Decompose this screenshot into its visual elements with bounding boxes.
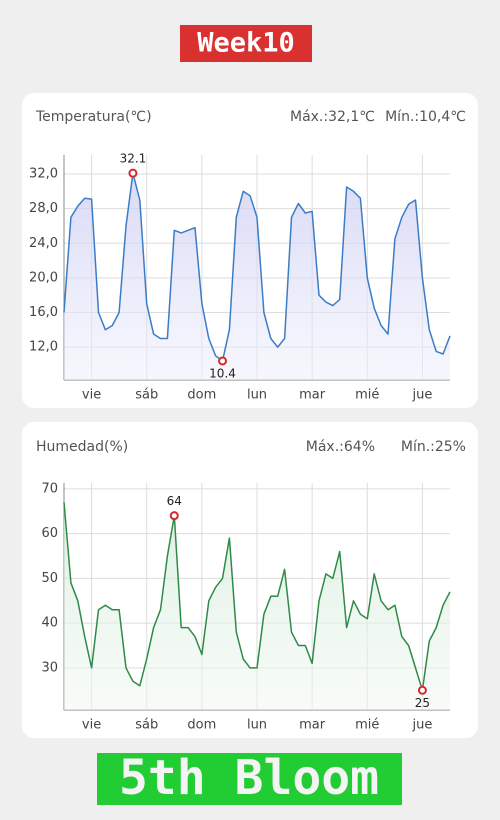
- area: [64, 502, 450, 710]
- y-tick-label: 60: [41, 526, 58, 541]
- y-tick-label: 16,0: [29, 305, 58, 320]
- x-tick-label: lun: [247, 388, 267, 403]
- extreme-marker: [417, 685, 427, 695]
- annotation: 64: [167, 494, 182, 508]
- x-tick-label: dom: [187, 388, 216, 403]
- min-label: Mín.:10,4℃: [385, 109, 466, 125]
- card-title: Humedad(%): [36, 439, 128, 455]
- header-title: Week10: [197, 28, 295, 59]
- y-tick-label: 20,0: [29, 270, 58, 285]
- footer-title: 5th Bloom: [119, 750, 379, 806]
- annotation: 25: [415, 696, 430, 710]
- x-tick-label: mar: [299, 718, 326, 733]
- x-tick-label: dom: [187, 718, 216, 733]
- y-tick-label: 50: [41, 571, 58, 586]
- max-label: Máx.:32,1℃: [290, 109, 375, 125]
- y-tick-label: 12,0: [29, 340, 58, 355]
- x-tick-label: vie: [82, 388, 101, 403]
- max-label: Máx.:64%: [306, 439, 375, 455]
- x-tick-label: jue: [411, 388, 432, 403]
- x-tick-label: mar: [299, 388, 326, 403]
- x-tick-label: sáb: [135, 718, 158, 733]
- x-tick-label: mié: [355, 388, 379, 403]
- extreme-marker: [128, 168, 138, 178]
- line: [63, 172, 451, 362]
- card-title: Temperatura(℃): [35, 109, 152, 125]
- y-tick-label: 40: [41, 616, 58, 631]
- min-label: Mín.:25%: [401, 439, 466, 455]
- y-tick-label: 70: [41, 481, 58, 496]
- annotation: 32.1: [120, 152, 147, 166]
- y-tick-label: 24,0: [29, 236, 58, 251]
- x-tick-label: lun: [247, 718, 267, 733]
- y-tick-label: 32,0: [29, 167, 58, 182]
- x-tick-label: vie: [82, 718, 101, 733]
- y-tick-label: 30: [41, 660, 58, 675]
- extreme-marker: [169, 511, 179, 521]
- area: [64, 173, 450, 380]
- header-box: [180, 25, 312, 62]
- extreme-marker: [218, 356, 228, 366]
- x-tick-label: jue: [411, 718, 432, 733]
- annotation: 10.4: [209, 366, 236, 380]
- line: [63, 502, 451, 692]
- footer-box: [97, 753, 402, 805]
- y-tick-label: 28,0: [29, 201, 58, 216]
- x-tick-label: mié: [355, 718, 379, 733]
- x-tick-label: sáb: [135, 388, 158, 403]
